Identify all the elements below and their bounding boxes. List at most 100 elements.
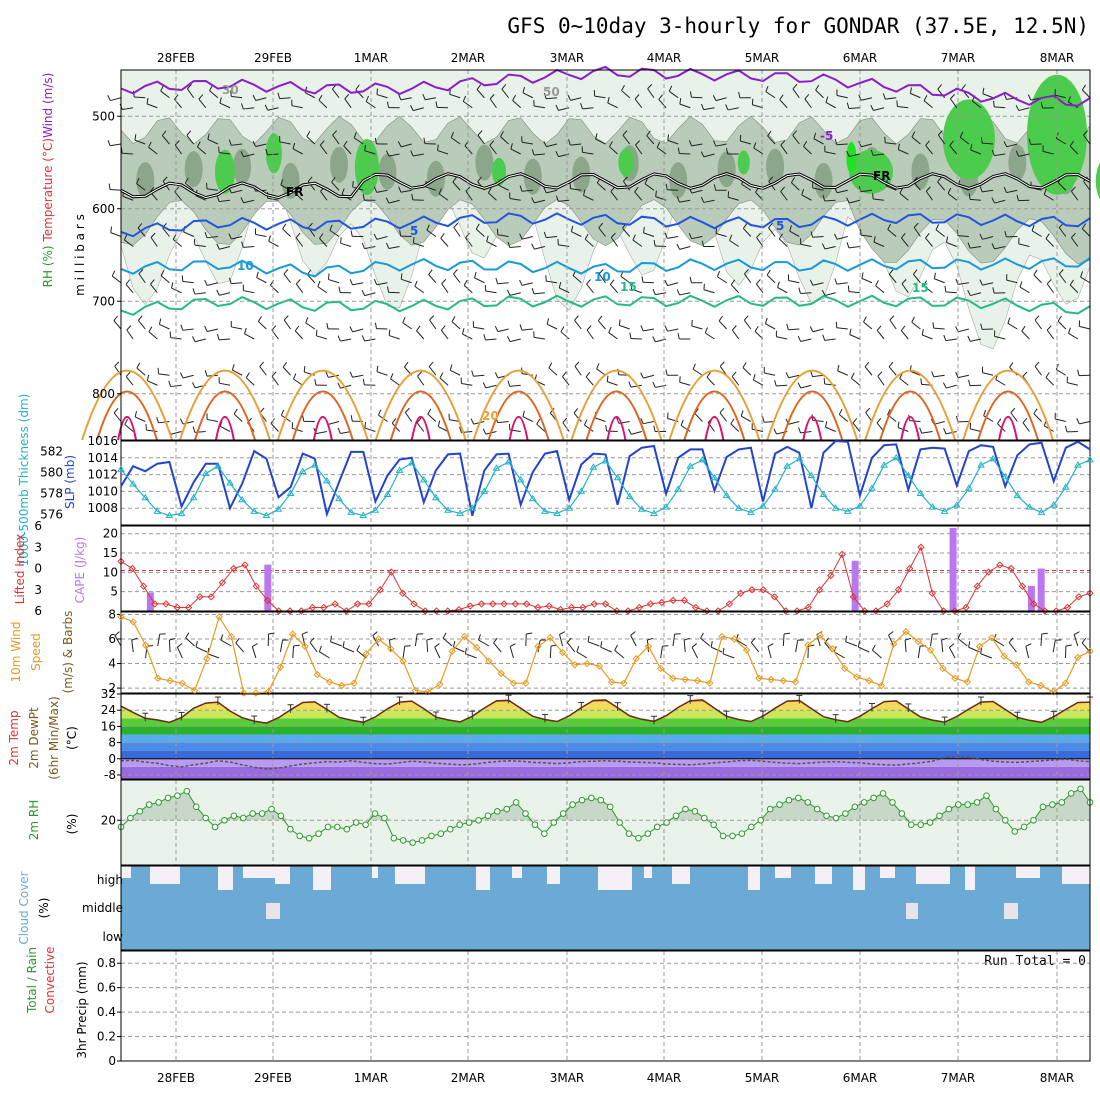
boundary-isotherm-25 <box>977 390 1040 441</box>
lifted-index-point <box>1075 593 1083 601</box>
wind10m-point <box>497 669 505 678</box>
upper-wind-barb <box>635 144 643 155</box>
wind10m-point <box>154 674 162 682</box>
wind-barb-flag <box>738 91 741 98</box>
lifted-index-point <box>196 593 204 601</box>
upper-wind-barb <box>316 431 328 435</box>
wind-barb-flag <box>1028 138 1032 145</box>
wind-barb-flag <box>888 269 894 275</box>
upper-wind-barb <box>207 139 219 145</box>
wind-barb-flag <box>606 375 609 382</box>
surface-wind-barb <box>600 646 612 653</box>
wind-barb-flag <box>618 319 621 326</box>
wind-barb-flag <box>562 371 567 377</box>
wind-barb-flag <box>803 141 808 147</box>
slp-tick-label: 1008 <box>87 501 118 515</box>
rh2m-point <box>898 810 906 817</box>
lifted-tick-label: 6 <box>34 604 42 618</box>
upper-wind-barb <box>792 88 800 99</box>
bottom-date-label: 6MAR <box>843 1071 878 1085</box>
wind-barb-flag <box>453 269 458 275</box>
surface-wind-barb <box>559 634 564 647</box>
wind-barb-flag <box>785 372 790 378</box>
wind-barb-flag <box>835 321 838 328</box>
rh2m-point <box>428 832 435 840</box>
upper-wind-barb <box>705 332 715 340</box>
thickness-point <box>1061 483 1070 490</box>
cape-bar <box>146 592 154 611</box>
thickness-point <box>165 511 174 519</box>
upper-wind-barb <box>461 382 473 386</box>
wind-barb-flag <box>584 419 588 426</box>
high-cloud-gap <box>1062 866 1090 884</box>
upper-wind-barb <box>512 99 522 109</box>
upper-wind-barb <box>861 97 873 101</box>
wind-barb-flag <box>947 187 952 194</box>
rh2m-point <box>127 814 134 822</box>
cape-ylabel: CAPE (J/kg) <box>73 537 87 604</box>
wind-barb-flag <box>822 334 826 341</box>
thickness-tick-label: 582 <box>40 445 63 459</box>
upper-wind-barb <box>897 106 909 109</box>
upper-wind-barb <box>497 421 509 424</box>
upper-wind-barb <box>994 246 1006 250</box>
lifted-index-point <box>511 600 520 608</box>
wind10m-point <box>485 657 493 665</box>
boundary-isotherm-30 <box>802 416 823 441</box>
thickness-point <box>177 509 186 516</box>
rh-bright-cell <box>846 141 857 174</box>
wind-barb-flag <box>901 232 906 239</box>
wind10m-point <box>460 632 469 641</box>
wind10m-point <box>877 681 886 690</box>
upper-wind-barb <box>596 182 606 191</box>
rh2m-point <box>700 814 708 822</box>
lifted-index-point <box>410 600 418 608</box>
rh2m-point <box>870 794 877 802</box>
wind-barb-flag <box>426 637 433 641</box>
upper-wind-barb <box>328 374 340 378</box>
rh2m-point <box>541 830 548 837</box>
wind-barb-flag <box>134 134 137 141</box>
rh2m-point <box>766 805 774 813</box>
upper-wind-barb <box>376 189 388 193</box>
upper-wind-barb <box>477 134 485 145</box>
mid-cloud-gap <box>906 903 918 919</box>
thickness-point <box>1049 501 1058 508</box>
upper-wind-barb <box>305 322 316 330</box>
upper-wind-barb <box>925 237 933 247</box>
surface-wind-barb <box>1040 633 1043 647</box>
wind-barb-flag <box>196 141 201 148</box>
upper-wind-barb <box>126 329 134 340</box>
rh2m-point <box>1058 799 1066 806</box>
upper-wind-barb <box>388 246 400 249</box>
upper-wind-barb <box>150 237 158 247</box>
wind-barb-flag <box>171 282 174 289</box>
cape-bar <box>1027 585 1035 611</box>
rh2m-point <box>352 819 360 826</box>
wind-barb-flag <box>573 408 579 414</box>
wind-barb-flag <box>192 288 196 295</box>
wind-barb-flag <box>124 418 129 425</box>
wind-barb-flag <box>876 418 882 424</box>
boundary-isotherm-25 <box>585 390 648 441</box>
wind-barb-flag <box>980 137 983 144</box>
label-part: 3hr Precip (mm) <box>75 961 89 1058</box>
wind-barb-flag <box>219 97 222 104</box>
wind-barb-flag <box>349 279 353 286</box>
wind-barb-flag <box>318 645 322 652</box>
wind-barb-flag <box>355 84 360 90</box>
high-cloud-gap <box>1016 866 1040 878</box>
wind-barb-flag <box>813 132 817 139</box>
upper-wind-barb <box>691 189 703 194</box>
upper-wind-barb <box>958 328 970 333</box>
thickness-point <box>395 466 404 473</box>
wind-barb-flag <box>470 418 475 425</box>
upper-wind-barb <box>812 236 824 238</box>
upper-wind-barb <box>182 328 194 331</box>
thickness-point <box>153 507 162 514</box>
upper-wind-barb <box>148 331 158 340</box>
upper-wind-barb <box>679 246 691 250</box>
bottom-date-label: 29FEB <box>254 1071 292 1085</box>
